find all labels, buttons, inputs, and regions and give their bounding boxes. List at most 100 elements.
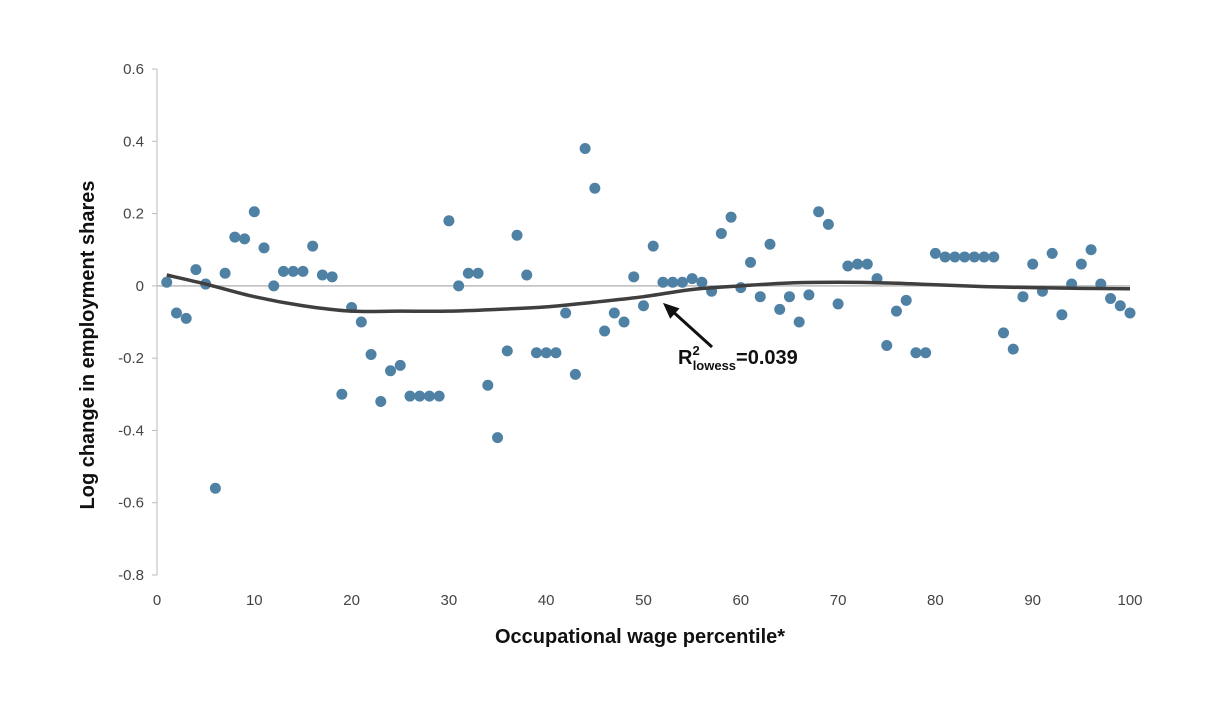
data-point (482, 379, 494, 391)
y-axis-ticks: -0.8 -0.6 -0.4 -0.2 0 0.2 0.4 0.6 (118, 61, 157, 584)
data-point (1046, 247, 1058, 259)
data-point (1027, 258, 1039, 270)
annotation-arrowhead (662, 302, 680, 319)
data-point (472, 267, 484, 279)
data-point (219, 267, 231, 279)
x-tick-label: 80 (927, 592, 944, 609)
data-point (939, 251, 951, 263)
data-point (793, 316, 805, 328)
y-tick-label: -0.8 (118, 567, 144, 584)
data-point (949, 251, 961, 263)
y-tick-label: 0.4 (123, 133, 144, 150)
x-axis-title: Occupational wage percentile* (495, 626, 785, 648)
data-point (813, 206, 825, 218)
data-point (608, 307, 620, 319)
x-axis-ticks: 0 10 20 30 40 50 60 70 80 90 100 (153, 592, 1143, 609)
data-point (599, 325, 611, 337)
data-point (248, 206, 260, 218)
data-point (229, 231, 241, 243)
data-point (268, 280, 280, 292)
annotation-arrow (669, 308, 714, 349)
data-point (696, 276, 708, 288)
data-point (307, 240, 319, 252)
data-point (657, 276, 669, 288)
data-point (336, 388, 348, 400)
lowess-curve (166, 273, 1131, 314)
data-point (287, 265, 299, 277)
data-point (404, 390, 416, 402)
data-point (628, 271, 640, 283)
data-point (1007, 343, 1019, 355)
data-point (423, 390, 435, 402)
data-point (453, 280, 465, 292)
data-point (1124, 307, 1136, 319)
data-point (1075, 258, 1087, 270)
data-point (715, 227, 727, 239)
y-tick-label: -0.2 (118, 350, 144, 367)
data-point (745, 256, 757, 268)
data-point (170, 307, 182, 319)
data-point (978, 251, 990, 263)
data-point (540, 347, 552, 359)
data-point (842, 260, 854, 272)
data-point (890, 305, 902, 317)
data-point (686, 273, 698, 285)
x-tick-label: 70 (830, 592, 847, 609)
x-tick-label: 30 (441, 592, 458, 609)
data-point (667, 276, 679, 288)
data-point (774, 303, 786, 315)
data-point (501, 345, 513, 357)
data-point (443, 215, 455, 227)
r-squared-subscript: lowess (693, 358, 736, 373)
scatter-points (161, 143, 1136, 494)
data-point (959, 251, 971, 263)
data-point (929, 247, 941, 259)
data-point (822, 218, 834, 230)
data-point (209, 482, 221, 494)
data-point (579, 143, 591, 155)
data-point (852, 258, 864, 270)
x-tick-label: 60 (732, 592, 749, 609)
data-point (355, 316, 367, 328)
x-tick-label: 90 (1024, 592, 1041, 609)
data-point (316, 269, 328, 281)
data-point (375, 396, 387, 408)
data-point (754, 291, 766, 303)
data-point (385, 365, 397, 377)
data-point (1056, 309, 1068, 321)
r-squared-label: R2 lowess=0.039 (678, 343, 798, 373)
r-squared-superscript: 2 (692, 343, 699, 358)
y-axis-title: Log change in employment shares (77, 181, 99, 510)
x-tick-label: 20 (343, 592, 360, 609)
data-point (433, 390, 445, 402)
data-point (326, 271, 338, 283)
data-point (618, 316, 630, 328)
data-point (1017, 291, 1029, 303)
data-point (589, 182, 601, 194)
data-point (239, 233, 251, 245)
data-point (550, 347, 562, 359)
data-point (638, 300, 649, 312)
r-squared-value: =0.039 (736, 347, 798, 369)
data-point (414, 390, 426, 402)
annotation: R2 lowess=0.039 (662, 302, 798, 373)
data-point (521, 269, 533, 281)
data-point (190, 264, 202, 276)
data-point (988, 251, 1000, 263)
data-point (1105, 293, 1117, 305)
data-point (803, 289, 815, 301)
x-tick-label: 10 (246, 592, 263, 609)
data-point (647, 240, 659, 252)
data-point (764, 238, 776, 250)
data-point (277, 265, 289, 277)
y-tick-label: -0.4 (118, 422, 144, 439)
data-point (492, 432, 504, 444)
data-point (258, 242, 270, 254)
y-tick-label: 0 (136, 278, 144, 295)
data-point (881, 339, 893, 351)
y-tick-label: 0.2 (123, 206, 144, 223)
x-tick-label: 0 (153, 592, 161, 609)
data-point (569, 368, 581, 380)
data-point (998, 327, 1010, 339)
